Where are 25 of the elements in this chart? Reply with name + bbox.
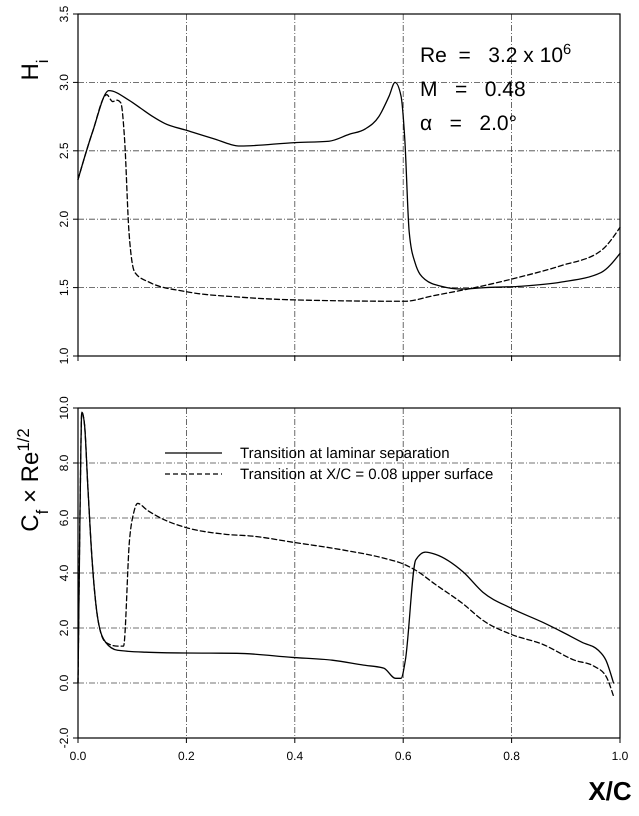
- y-tick-label: 10.0: [57, 396, 71, 420]
- y-tick-label: 2.5: [57, 142, 71, 160]
- x-axis-title: X/C: [588, 776, 632, 806]
- legend-label: Transition at laminar separation: [240, 445, 450, 462]
- x-tick-label: 0.0: [70, 749, 87, 763]
- y-tick-label: 1.5: [57, 278, 71, 296]
- y-tick-label: 6.0: [57, 509, 71, 526]
- x-tick-label: 0.6: [394, 749, 412, 763]
- y-tick-label: 8.0: [57, 454, 71, 472]
- y-tick-label: 1.0: [57, 347, 71, 364]
- y-tick-label: 3.5: [57, 5, 71, 22]
- x-tick-label: 1.0: [612, 749, 629, 763]
- annotation: M = 0.48: [420, 78, 526, 101]
- y-tick-label: 4.0: [57, 564, 71, 582]
- annotation: Re = 3.2 x 10$^{6}$: [420, 42, 572, 67]
- x-tick-label: 0.4: [286, 749, 304, 763]
- y-tick-label: 3.0: [57, 74, 71, 91]
- y-tick-label: 2.0: [57, 210, 71, 228]
- x-tick-label: 0.2: [178, 749, 196, 763]
- legend-label: Transition at X/C = 0.08 upper surface: [240, 466, 494, 483]
- annotation: α = 2.0°: [420, 112, 518, 135]
- y-tick-label: -2.0: [57, 727, 71, 748]
- y-tick-label: 2.0: [57, 619, 71, 636]
- y-tick-label: 0.0: [57, 674, 71, 692]
- x-tick-label: 0.8: [503, 749, 520, 763]
